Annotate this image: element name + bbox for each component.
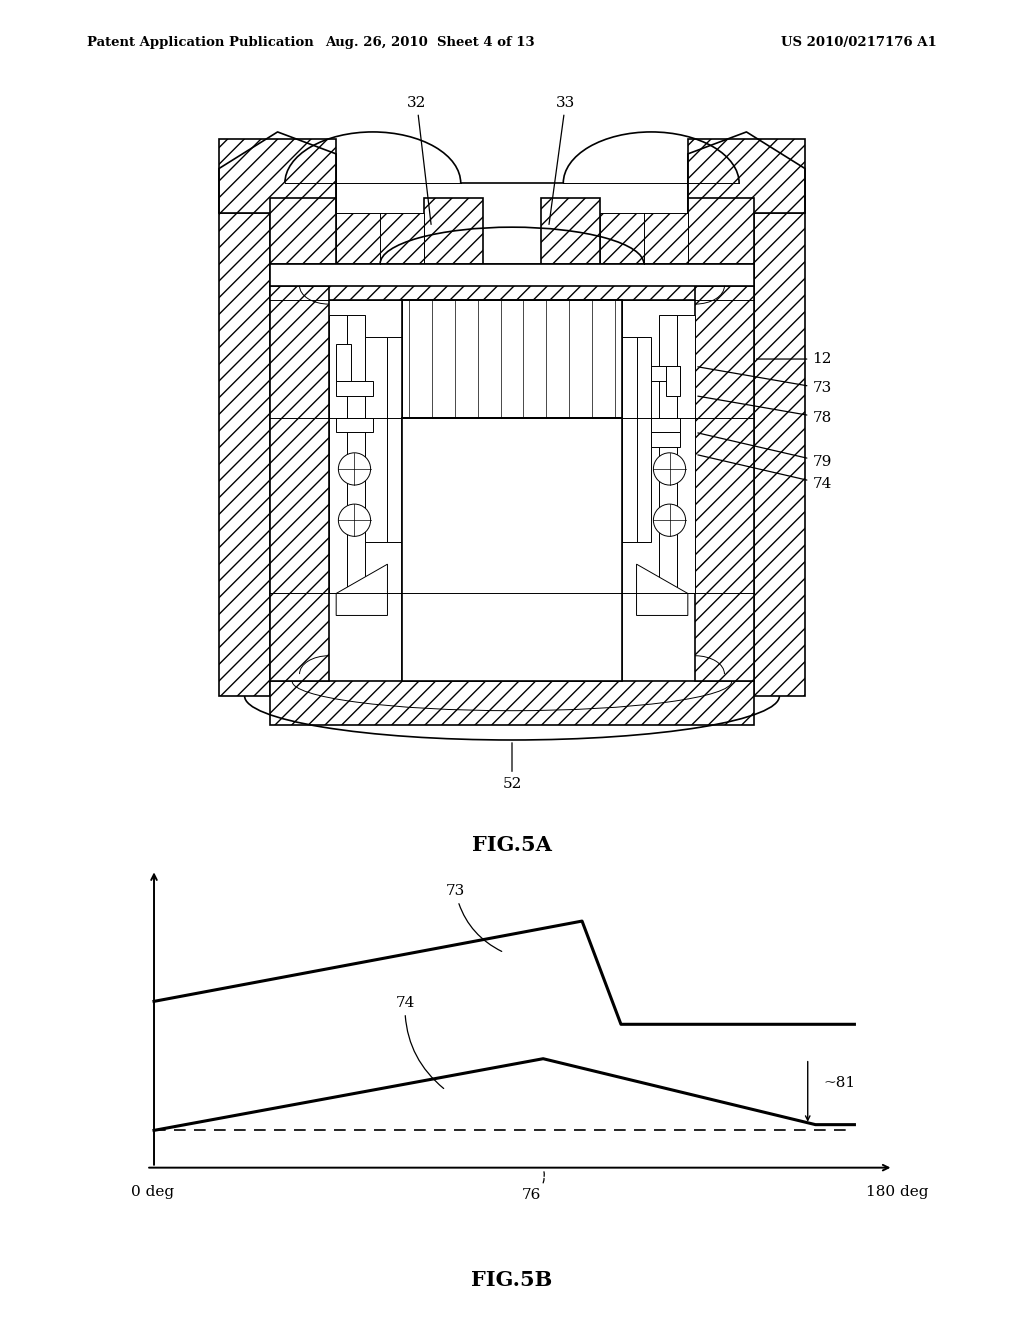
Bar [402, 301, 622, 417]
Bar [600, 213, 688, 271]
Bar [336, 417, 373, 433]
Text: 73: 73 [445, 884, 502, 952]
Text: FIG.5A: FIG.5A [472, 836, 552, 855]
Text: FIG.5B: FIG.5B [471, 1270, 553, 1290]
Bar [622, 337, 644, 543]
Text: 78: 78 [698, 396, 831, 425]
Bar [651, 367, 681, 381]
Text: Patent Application Publication: Patent Application Publication [87, 36, 313, 49]
Bar [677, 315, 695, 594]
Text: 32: 32 [408, 95, 431, 224]
Bar [329, 315, 347, 594]
Bar [219, 213, 270, 696]
Text: 73: 73 [698, 367, 831, 396]
Bar [424, 198, 482, 271]
Text: 76: 76 [522, 1171, 545, 1203]
Bar [688, 198, 754, 271]
Bar [651, 433, 681, 447]
Bar [402, 417, 622, 681]
Bar [336, 381, 373, 396]
Bar [637, 337, 651, 543]
Text: 180 deg: 180 deg [866, 1185, 929, 1199]
Bar [402, 301, 622, 417]
Text: Aug. 26, 2010  Sheet 4 of 13: Aug. 26, 2010 Sheet 4 of 13 [326, 36, 535, 49]
Bar [387, 337, 402, 543]
Bar [347, 315, 366, 594]
Circle shape [653, 453, 686, 484]
Bar [688, 140, 805, 213]
Circle shape [338, 504, 371, 536]
Bar [270, 264, 754, 286]
Text: ~81: ~81 [823, 1076, 855, 1090]
Bar [366, 337, 387, 543]
Text: 0 deg: 0 deg [131, 1185, 174, 1199]
Text: US 2010/0217176 A1: US 2010/0217176 A1 [781, 36, 937, 49]
Bar [270, 681, 754, 726]
Bar [270, 286, 329, 681]
Bar [270, 264, 754, 301]
Bar [219, 140, 336, 213]
Bar [542, 198, 600, 271]
Bar [270, 198, 336, 271]
Bar [651, 417, 681, 433]
Circle shape [653, 504, 686, 536]
Bar [336, 345, 351, 381]
Text: 79: 79 [697, 433, 831, 469]
Bar [402, 417, 622, 681]
Text: 74: 74 [395, 997, 443, 1089]
Polygon shape [637, 564, 688, 615]
Text: 12: 12 [757, 352, 831, 366]
Circle shape [338, 453, 371, 484]
Bar [666, 367, 681, 396]
Polygon shape [336, 564, 387, 615]
Text: 52: 52 [503, 743, 521, 791]
Bar [658, 315, 677, 594]
Bar [270, 264, 754, 286]
Bar [695, 286, 754, 681]
Bar [754, 213, 805, 696]
Text: 74: 74 [697, 455, 831, 491]
Bar [336, 213, 424, 271]
Text: 33: 33 [549, 95, 575, 224]
